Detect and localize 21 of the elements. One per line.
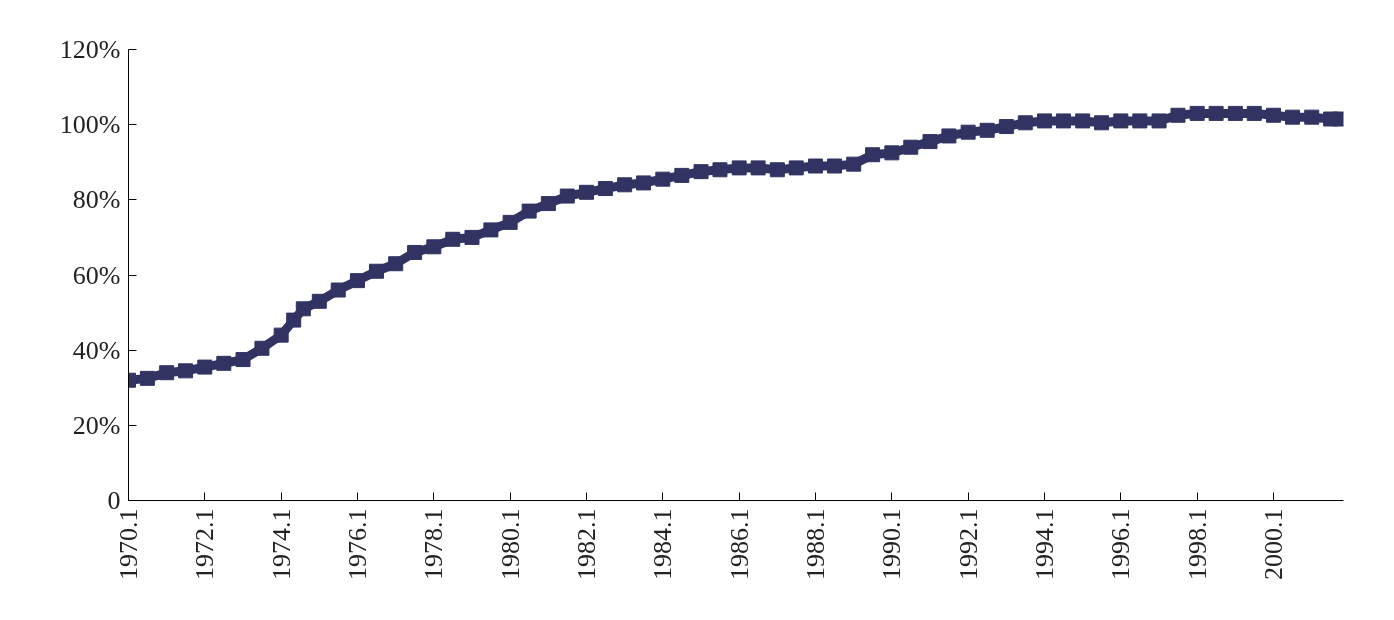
y-tick-label: 20% bbox=[72, 410, 121, 440]
x-tick-label: 1980.1 bbox=[495, 508, 525, 580]
x-tick-label: 1996.1 bbox=[1106, 508, 1136, 580]
x-tick-label: 1978.1 bbox=[419, 508, 449, 580]
x-tick-label: 1986.1 bbox=[724, 508, 754, 580]
y-tick-label: 80% bbox=[72, 185, 121, 215]
y-tick-label: 40% bbox=[72, 335, 121, 365]
x-tick-label: 1974.1 bbox=[266, 508, 296, 580]
x-tick-label: 1998.1 bbox=[1182, 508, 1212, 580]
x-tick-label: 1990.1 bbox=[877, 508, 907, 580]
x-tick-label: 1972.1 bbox=[190, 508, 220, 580]
y-tick-label: 60% bbox=[72, 260, 121, 290]
x-tick-label: 2000.1 bbox=[1258, 508, 1288, 580]
x-tick-label: 1982.1 bbox=[572, 508, 602, 580]
x-tick-label: 1988.1 bbox=[800, 508, 830, 580]
y-tick-label: 120% bbox=[59, 35, 121, 64]
y-tick-label: 100% bbox=[59, 110, 121, 140]
x-tick-label: 1984.1 bbox=[648, 508, 678, 580]
x-tick-label: 1992.1 bbox=[953, 508, 983, 580]
x-tick-label: 1976.1 bbox=[342, 508, 372, 580]
x-tick-label: 1994.1 bbox=[1030, 508, 1060, 580]
